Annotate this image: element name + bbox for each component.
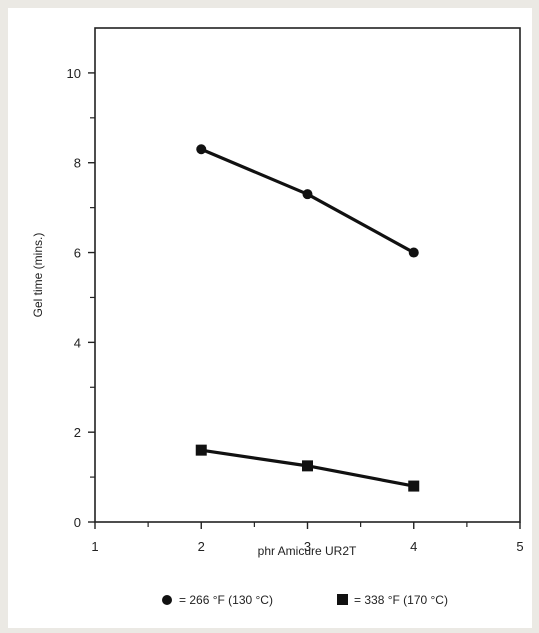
legend: = 266 °F (130 °C) = 338 °F (170 °C) (162, 593, 448, 607)
x-axis-title: phr Amicure UR2T (258, 544, 357, 558)
plot-frame (94, 27, 521, 523)
x-ticks: 1 2 3 4 5 (91, 522, 524, 554)
y-tick-label-2: 2 (74, 425, 81, 440)
legend-marker-circle (162, 595, 172, 605)
y-tick-label-4: 4 (74, 335, 81, 350)
series-2-point (408, 480, 420, 492)
y-ticks: 0 2 4 6 8 10 (67, 66, 95, 530)
series-layer (195, 144, 420, 492)
axes (94, 27, 521, 523)
legend-marker-square (337, 594, 348, 605)
legend-label-series-1: = 266 °F (130 °C) (179, 593, 273, 607)
series-1-point (408, 247, 419, 258)
series-2-point (302, 460, 313, 472)
y-tick-label-10: 10 (67, 66, 81, 81)
legend-label-series-2: = 338 °F (170 °C) (354, 593, 448, 607)
y-tick-label-0: 0 (74, 515, 81, 530)
x-tick-label-5: 5 (516, 539, 523, 554)
x-tick-label-4: 4 (410, 539, 417, 554)
y-tick-label-6: 6 (74, 246, 81, 261)
x-tick-label-3: 3 (304, 539, 311, 554)
x-tick-label-2: 2 (198, 539, 205, 554)
series-1-line (200, 147, 415, 254)
y-axis-title: Gel time (mins.) (31, 233, 45, 318)
series-1-point (196, 144, 207, 155)
series-2-point (195, 444, 207, 456)
x-tick-label-1: 1 (91, 539, 98, 554)
y-tick-label-8: 8 (74, 156, 81, 171)
series-1-point (302, 189, 313, 200)
